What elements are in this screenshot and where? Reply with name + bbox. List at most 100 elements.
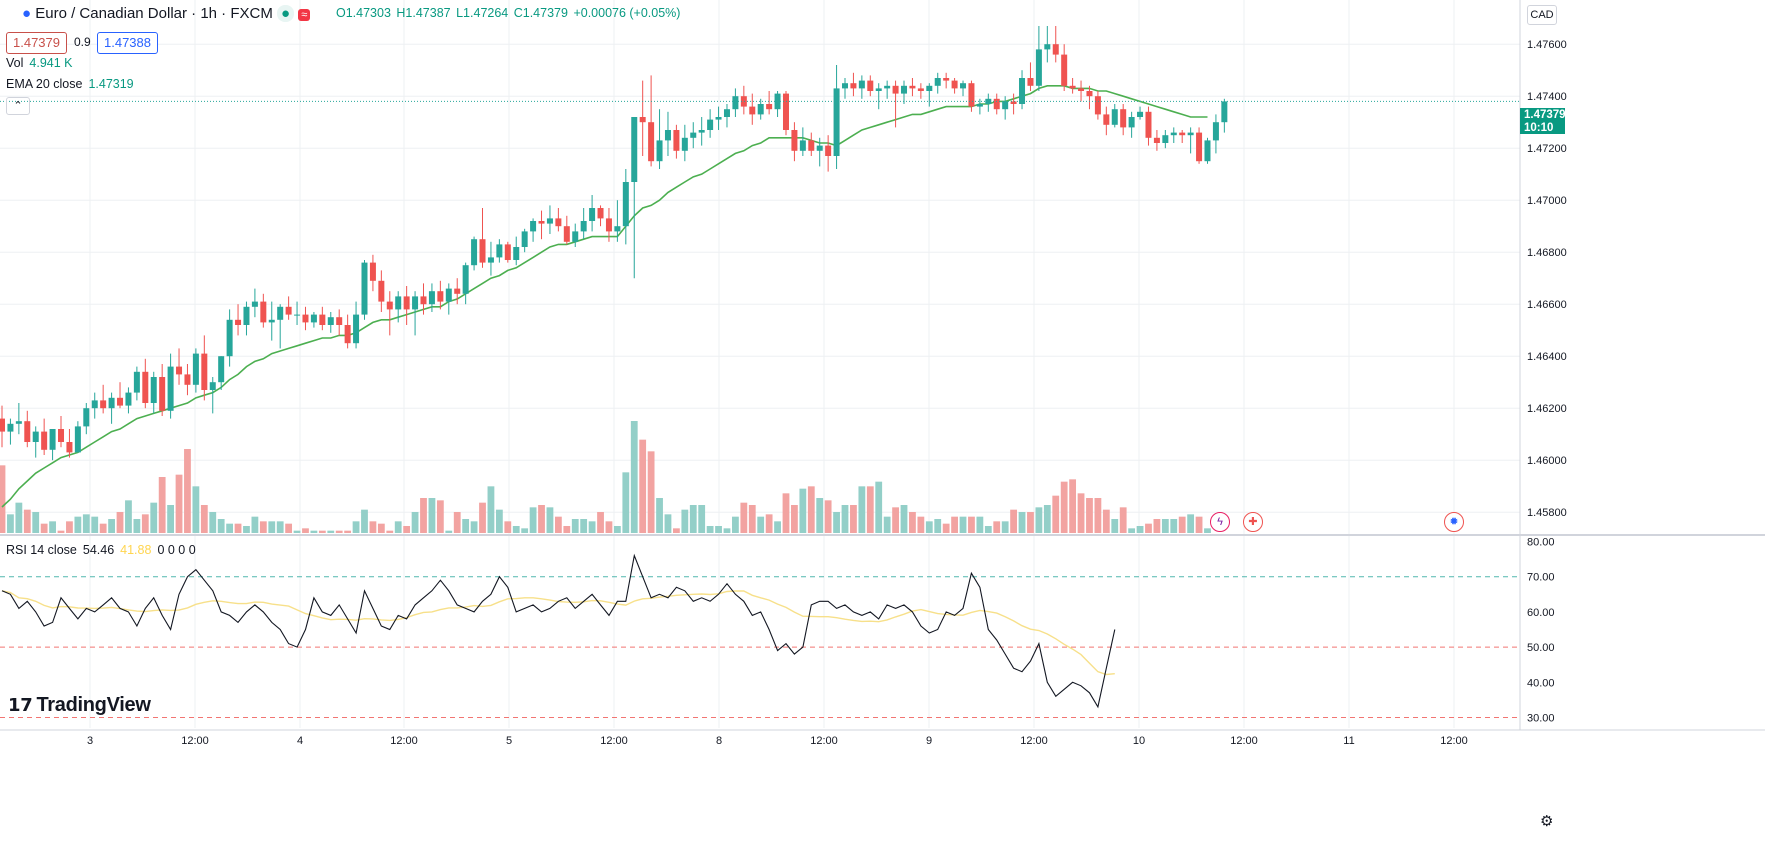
candle-body: [1212, 122, 1219, 141]
candle-body: [462, 265, 469, 294]
settings-gear-icon[interactable]: ⚙: [1540, 813, 1554, 830]
volume-bar: [866, 486, 874, 533]
volume-bar: [479, 502, 486, 533]
candle: [294, 301, 301, 325]
candle-body: [985, 98, 992, 104]
rsi-line: [1, 553, 1116, 709]
candle-body: [631, 117, 638, 182]
volume-bar: [1043, 505, 1051, 533]
volume-bar: [226, 523, 234, 533]
eu-flag-icon[interactable]: ✹: [1444, 512, 1464, 532]
time-tick-label: 12:00: [181, 735, 209, 747]
candle-body: [496, 244, 503, 258]
volume-bar: [774, 521, 781, 533]
volume-bar: [1204, 528, 1211, 533]
volume-bar: [782, 493, 790, 533]
volume-bar: [571, 519, 579, 533]
candle-body: [277, 306, 284, 320]
candle-body: [1069, 85, 1076, 89]
candle-body: [167, 366, 174, 411]
candle: [403, 286, 410, 325]
time-tick-label: 4: [297, 735, 303, 747]
bid-button[interactable]: 1.47379: [6, 32, 67, 54]
candle: [58, 416, 65, 448]
candle-body: [395, 296, 402, 310]
candle: [487, 241, 494, 276]
volume-bar: [993, 521, 1001, 533]
volume-bar: [1119, 507, 1127, 533]
volume-bar: [588, 521, 596, 533]
candle-body: [555, 218, 562, 227]
time-tick-label: 12:00: [1020, 735, 1048, 747]
candle: [597, 205, 604, 227]
candle: [732, 88, 739, 117]
collapse-legend-button[interactable]: ⌃: [6, 97, 30, 115]
candle-body: [833, 88, 840, 156]
volume-bar: [361, 509, 368, 533]
candle: [1221, 98, 1228, 133]
time-tick-label: 12:00: [1230, 735, 1258, 747]
ema-20-line: [1, 85, 1208, 508]
canada-flag-icon[interactable]: ✚: [1243, 512, 1263, 532]
candle-body: [184, 374, 191, 385]
volume-bar: [580, 519, 588, 533]
candle: [1103, 106, 1110, 136]
currency-button[interactable]: CAD: [1527, 5, 1557, 25]
candle-body: [782, 93, 789, 130]
candle: [302, 306, 309, 331]
candle-body: [597, 208, 604, 219]
candle: [681, 124, 688, 162]
rsi-legend: RSI 14 close 54.46 41.88 0 0 0 0: [6, 543, 196, 557]
volume-bar: [1018, 512, 1026, 533]
candle: [167, 353, 174, 419]
candle-body: [926, 85, 933, 91]
volume-bar: [622, 472, 630, 533]
candle-body: [403, 296, 410, 310]
candle: [235, 304, 242, 336]
candle-body: [159, 377, 166, 411]
candle: [209, 377, 216, 414]
candle: [572, 223, 579, 247]
candle-body: [209, 382, 216, 390]
volume-bar: [369, 521, 377, 533]
candle: [319, 306, 326, 331]
candle-body: [7, 423, 14, 432]
candle: [41, 418, 48, 455]
candle: [1179, 130, 1186, 143]
candle: [1153, 130, 1160, 151]
candle-body: [1120, 109, 1127, 128]
candle: [285, 296, 292, 320]
volume-bar: [639, 439, 647, 533]
candle: [656, 109, 663, 169]
candle: [968, 80, 975, 112]
candle: [774, 91, 781, 117]
candle-body: [1128, 117, 1135, 128]
volume-bar: [917, 516, 925, 533]
candle-body: [0, 418, 5, 432]
symbol-title[interactable]: ● Euro / Canadian Dollar · 1h · FXCM ● ≈: [22, 5, 311, 22]
candle: [91, 392, 98, 419]
price-tick-label: 1.46800: [1527, 247, 1567, 259]
candle: [917, 83, 924, 99]
candle: [1162, 130, 1169, 149]
candle: [1002, 96, 1009, 120]
volume-bar: [420, 498, 427, 533]
ask-button[interactable]: 1.47388: [97, 32, 158, 54]
volume-bar: [504, 521, 512, 533]
rsi-tick-label: 70.00: [1527, 572, 1555, 584]
candle: [850, 72, 857, 97]
candle-body: [614, 226, 621, 232]
volume-bar: [816, 498, 824, 533]
candle-body: [344, 325, 351, 344]
candle: [530, 218, 537, 242]
candle: [32, 426, 39, 458]
event-lightning-icon[interactable]: ϟ: [1210, 512, 1230, 532]
candle-body: [24, 421, 31, 442]
candle: [690, 122, 697, 149]
rsi-tick-label: 50.00: [1527, 642, 1555, 654]
volume-bar: [664, 514, 672, 533]
candle-body: [867, 80, 874, 91]
candle: [749, 93, 756, 125]
candle: [479, 208, 486, 268]
